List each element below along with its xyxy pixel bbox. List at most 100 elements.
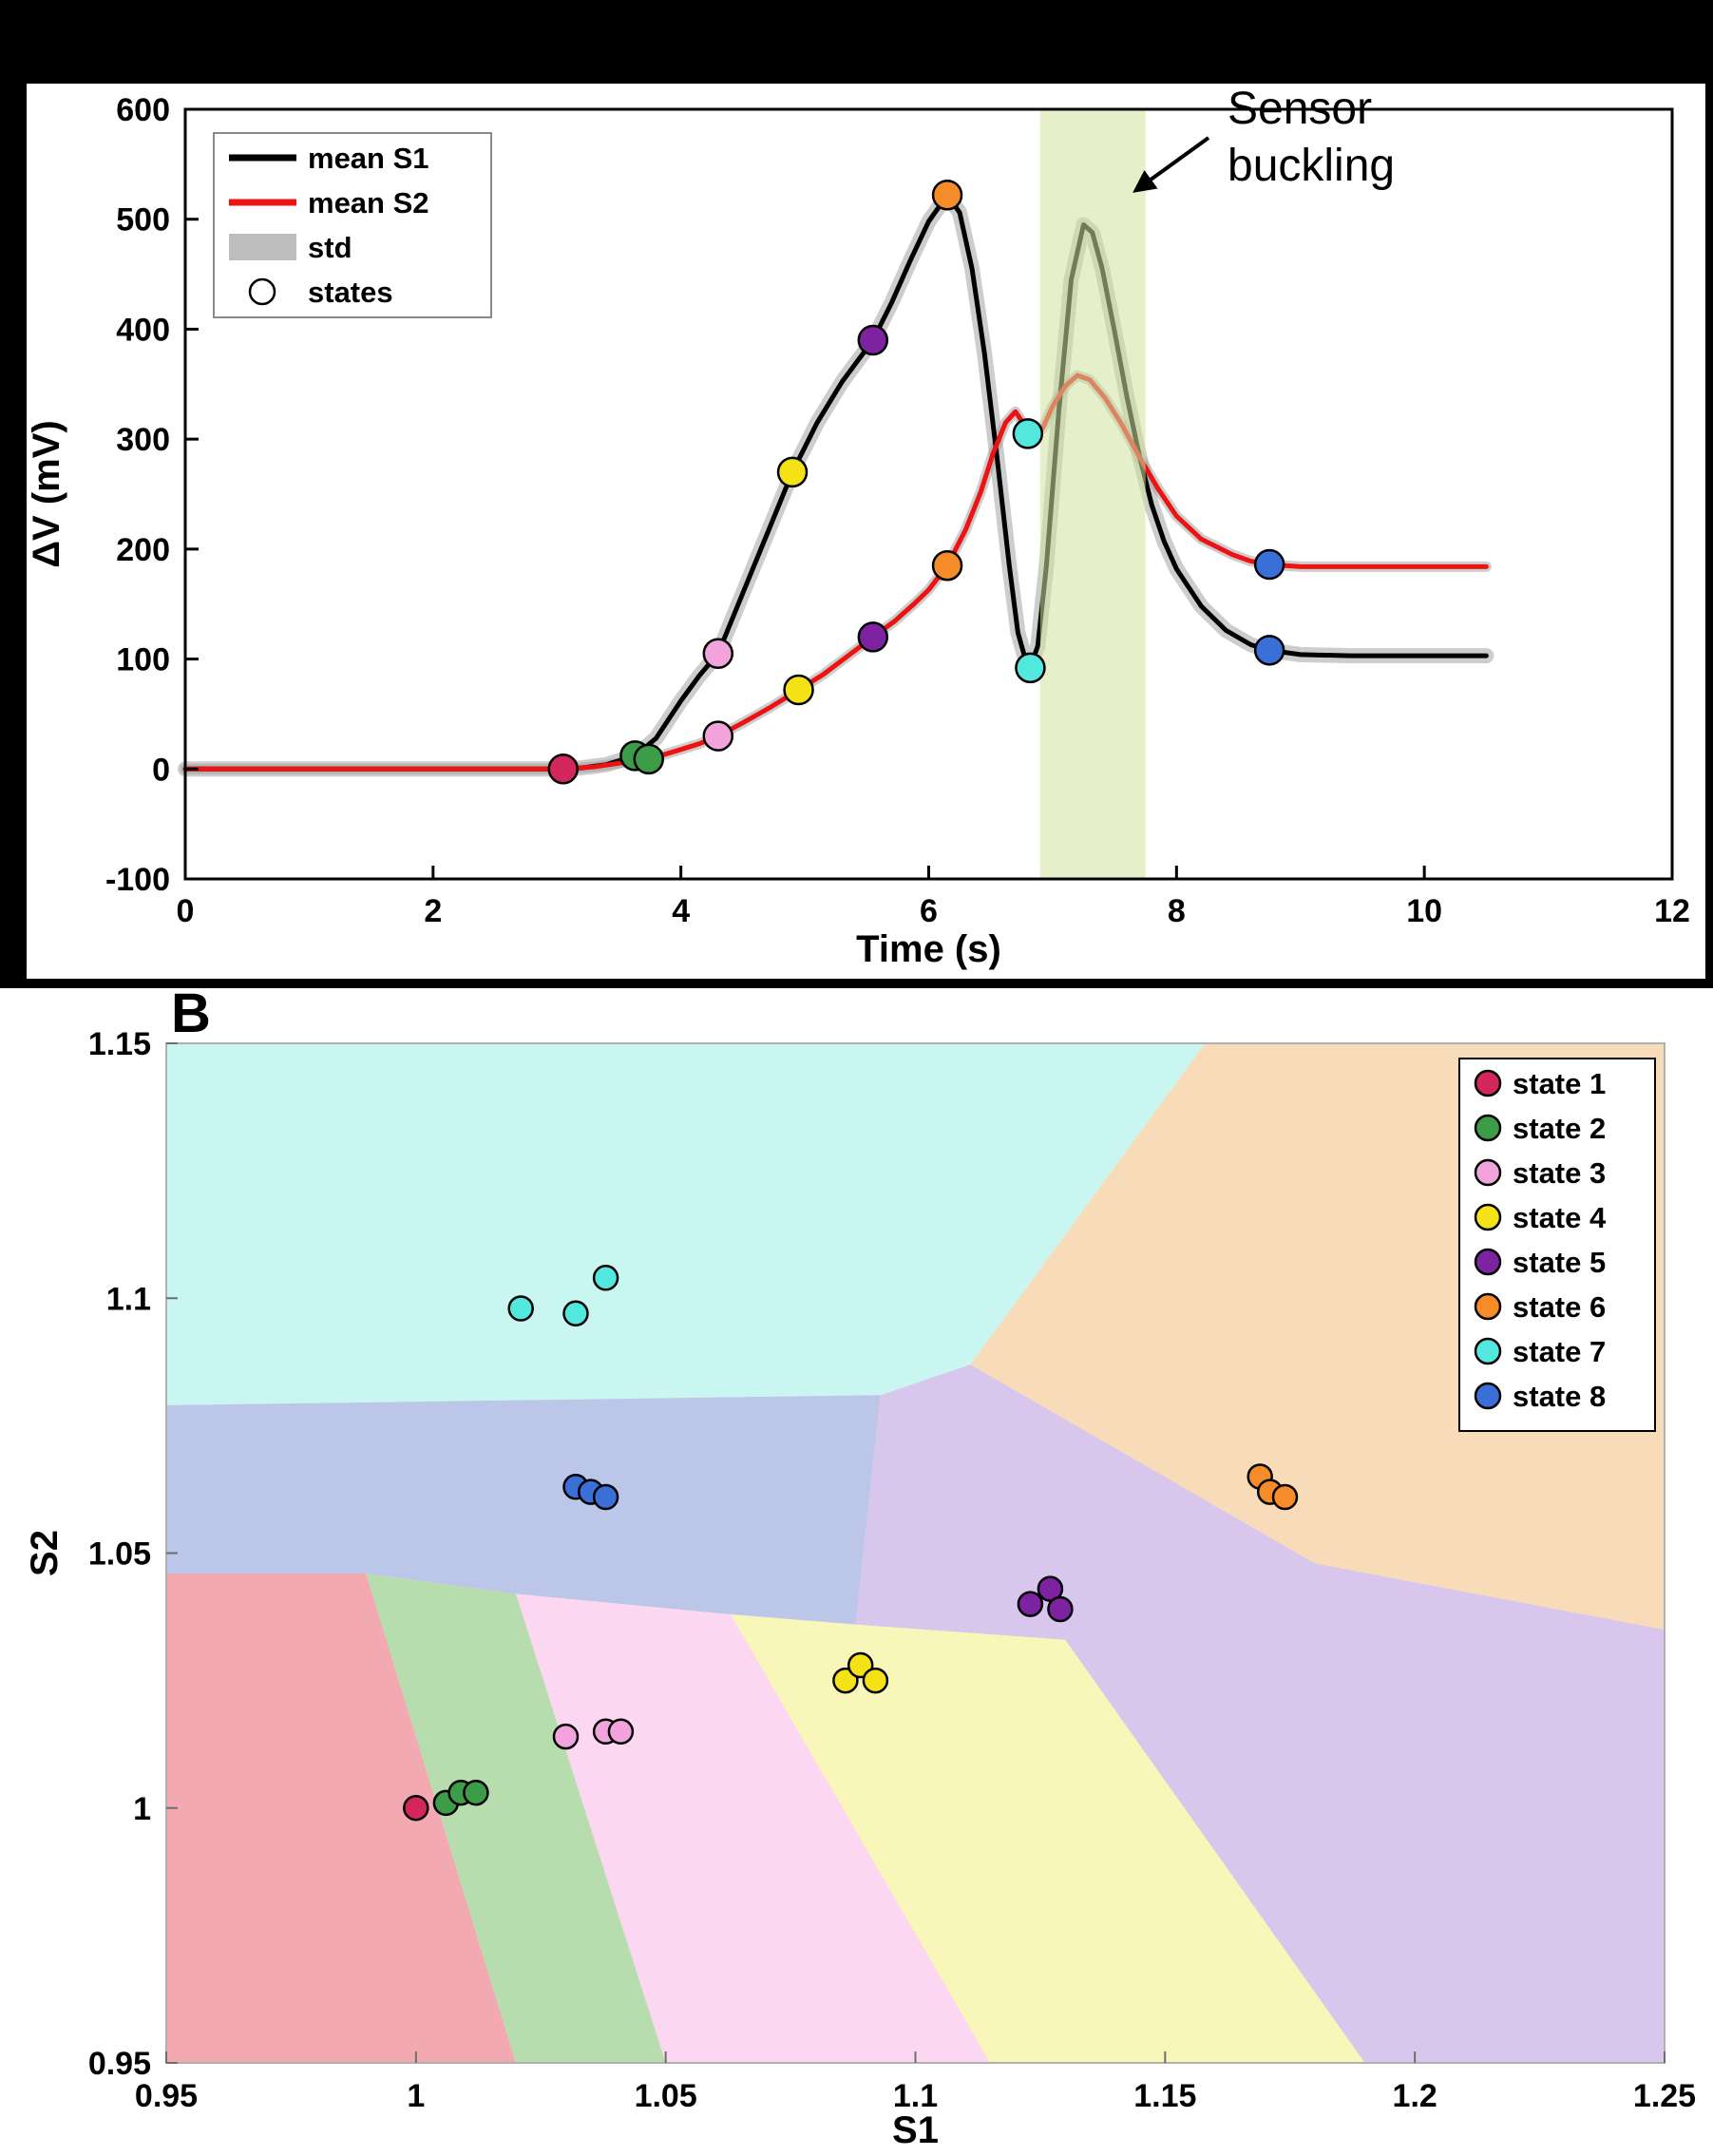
y-axis-label: ΔV (mV) <box>26 420 67 567</box>
y-tick-label: 1.15 <box>88 1026 151 1062</box>
cluster-point-state-5 <box>1037 1575 1064 1602</box>
legend-swatch-state-3 <box>1474 1158 1502 1187</box>
legend-label: state 7 <box>1513 1335 1606 1368</box>
panel-b-label: B <box>171 983 211 1044</box>
y-tick-label: 300 <box>116 422 170 458</box>
cluster-point-state-3 <box>552 1723 580 1750</box>
panel-b: B 0.95 1 1.05 1.1 1.15 1.2 1.25 0.95 1 1.05 1.1 1.1… <box>0 983 1713 2156</box>
y-tick-label: 1.1 <box>106 1281 151 1317</box>
y-tick-label: 0.95 <box>88 2046 151 2082</box>
state-marker <box>931 180 963 211</box>
legend-label: state 4 <box>1513 1201 1607 1234</box>
x-tick-label: 6 <box>920 893 938 929</box>
cluster-point-state-7 <box>507 1295 534 1322</box>
decision-regions <box>166 1043 1665 2063</box>
legend-swatch-patch <box>229 234 296 260</box>
cluster-point-state-2 <box>463 1779 489 1806</box>
cluster-point-state-7 <box>562 1300 589 1327</box>
sensor-buckling-band <box>1039 109 1146 879</box>
cluster-point-state-3 <box>607 1718 635 1746</box>
legend-swatch-state-2 <box>1474 1114 1502 1142</box>
y-tick-label: 1.05 <box>88 1536 151 1573</box>
legend-label: state 3 <box>1513 1156 1606 1190</box>
region-state-8 <box>166 1395 881 1625</box>
legend-label: state 1 <box>1513 1067 1606 1100</box>
legend-swatch-state-8 <box>1474 1382 1502 1410</box>
panel-b-chart: 0.95 1 1.05 1.1 1.15 1.2 1.25 0.95 1 1.05 1.1 1.15 S… <box>24 1026 1696 2151</box>
legend-label: mean S1 <box>308 142 429 175</box>
x-tick-label: 8 <box>1168 893 1186 929</box>
state-marker <box>783 674 814 706</box>
cluster-point-state-7 <box>592 1265 619 1291</box>
state-marker <box>633 743 665 775</box>
state-marker <box>776 456 809 488</box>
region-state-4 <box>731 1613 1365 2063</box>
cluster-point-state-5 <box>1047 1595 1074 1623</box>
legend-label: state 8 <box>1513 1380 1606 1413</box>
x-axis-label: S1 <box>892 2109 939 2151</box>
state-marker <box>931 549 963 582</box>
state-marker <box>1012 418 1044 449</box>
legend-swatch-circle <box>248 277 276 306</box>
legend-swatch-state-6 <box>1474 1292 1502 1321</box>
y-tick-label: 500 <box>116 202 170 238</box>
y-axis-label: S2 <box>24 1530 66 1576</box>
x-tick-label: 10 <box>1406 893 1442 929</box>
panel-a-legend: mean S1 mean S2 std states <box>213 132 492 318</box>
state-marker <box>857 324 889 356</box>
y-tick-label: -100 <box>105 862 170 898</box>
state-marker <box>1253 548 1285 581</box>
x-tick-label: 1.05 <box>635 2078 697 2114</box>
state-marker <box>702 638 734 670</box>
annotation-arrow <box>1132 136 1210 193</box>
state-marker <box>547 754 580 785</box>
region-state-1 <box>166 1574 516 2063</box>
x-tick-label: 1.15 <box>1133 2078 1196 2114</box>
region-state-7 <box>166 1043 1206 1405</box>
x-tick-label: 2 <box>424 893 442 929</box>
x-tick-label: 0.95 <box>135 2078 198 2114</box>
state-marker <box>1015 652 1046 684</box>
legend-label: mean S2 <box>308 186 429 219</box>
legend-label: state 2 <box>1513 1112 1606 1145</box>
x-tick-label: 1.1 <box>893 2078 938 2114</box>
x-tick-label: 1.25 <box>1633 2078 1696 2114</box>
region-state-5 <box>855 1364 1665 2063</box>
region-state-2 <box>366 1574 666 2063</box>
legend-label: std <box>308 231 352 264</box>
panel-a: 0 2 4 6 8 10 12 -100 0 100 200 300 400 500 600 Time (s)… <box>0 0 1713 988</box>
annotation-text: Sensor <box>1228 84 1372 134</box>
cluster-point-state-4 <box>862 1667 889 1694</box>
legend-swatch-state-7 <box>1474 1337 1502 1365</box>
x-tick-label: 4 <box>672 893 690 929</box>
x-tick-label: 1.2 <box>1393 2078 1437 2114</box>
legend-swatch-state-1 <box>1474 1069 1502 1097</box>
y-tick-label: 0 <box>152 752 170 788</box>
legend-swatch-state-5 <box>1474 1248 1502 1276</box>
cluster-point-state-1 <box>403 1794 429 1822</box>
y-tick-label: 200 <box>116 532 170 568</box>
state-marker <box>702 720 734 752</box>
cluster-point-state-8 <box>592 1483 619 1511</box>
sensor-buckling-annotation: Sensor buckling <box>1132 84 1395 193</box>
legend-label: state 5 <box>1513 1246 1606 1279</box>
legend-label: states <box>308 276 393 309</box>
x-axis-label: Time (s) <box>856 928 1001 970</box>
panel-b-legend: state 1 state 2 state 3 state 4 state 5 state… <box>1458 1058 1656 1432</box>
state-marker <box>857 621 889 653</box>
cluster-point-state-6 <box>1271 1483 1299 1511</box>
region-state-3 <box>516 1593 991 2063</box>
x-tick-label: 0 <box>177 893 195 929</box>
y-tick-label: 100 <box>116 642 170 678</box>
state-marker <box>1253 635 1285 666</box>
y-tick-label: 1 <box>133 1791 151 1827</box>
annotation-text: buckling <box>1228 141 1395 191</box>
cluster-point-state-5 <box>1017 1591 1044 1617</box>
y-tick-label: 400 <box>116 312 170 348</box>
x-tick-label: 12 <box>1654 893 1690 929</box>
legend-label: state 6 <box>1513 1290 1606 1324</box>
legend-swatch-state-4 <box>1474 1203 1502 1231</box>
y-tick-label: 600 <box>116 92 170 128</box>
x-tick-label: 1 <box>407 2078 425 2114</box>
